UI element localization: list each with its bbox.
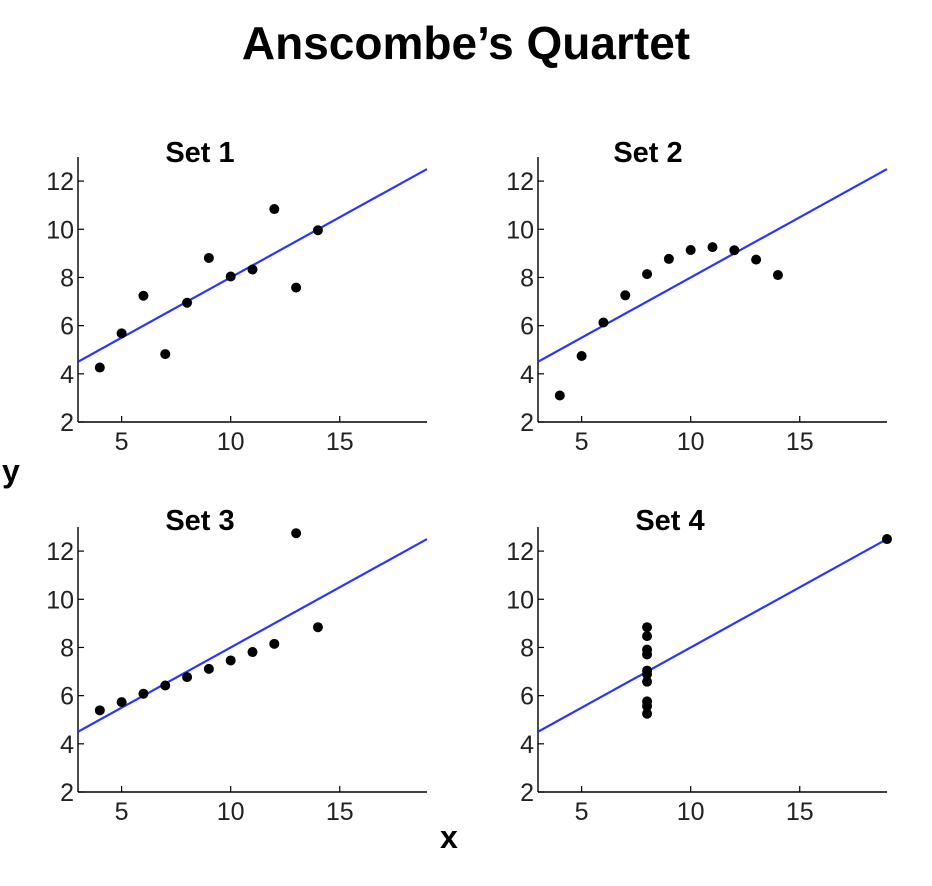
y-tick-label: 4 bbox=[60, 731, 74, 759]
data-point bbox=[225, 655, 236, 666]
data-point bbox=[312, 225, 323, 236]
y-tick-label: 10 bbox=[506, 586, 534, 614]
data-point bbox=[116, 697, 127, 708]
data-point bbox=[247, 647, 258, 658]
y-tick-label: 10 bbox=[46, 586, 74, 614]
data-point bbox=[663, 253, 674, 264]
data-point bbox=[160, 349, 171, 360]
data-point bbox=[94, 362, 105, 373]
x-tick-label: 15 bbox=[786, 798, 814, 826]
panel-title: Set 4 bbox=[635, 505, 704, 537]
data-point bbox=[247, 264, 258, 275]
data-point bbox=[598, 317, 609, 328]
x-tick-label: 15 bbox=[326, 428, 354, 456]
data-point bbox=[642, 631, 653, 642]
fit-line bbox=[538, 538, 888, 733]
x-tick-label: 10 bbox=[217, 798, 245, 826]
panel-title: Set 3 bbox=[165, 505, 234, 537]
y-tick-label: 6 bbox=[60, 313, 74, 341]
data-point bbox=[94, 705, 105, 716]
x-tick-label: 10 bbox=[677, 798, 705, 826]
data-point bbox=[116, 328, 127, 339]
data-point bbox=[685, 244, 696, 255]
data-point bbox=[203, 252, 214, 263]
panel-set-2: Set 2 2 4 6 8 10 12 5 10 15 bbox=[506, 137, 888, 456]
panel-title: Set 2 bbox=[613, 137, 682, 169]
data-point bbox=[729, 245, 740, 256]
data-point bbox=[642, 665, 653, 676]
y-tick-label: 2 bbox=[60, 409, 74, 437]
y-tick-label: 6 bbox=[60, 683, 74, 711]
y-tick-label: 12 bbox=[46, 538, 74, 566]
data-point bbox=[291, 282, 302, 293]
data-point bbox=[182, 297, 193, 308]
y-tick-label: 2 bbox=[520, 779, 534, 807]
y-tick-label: 12 bbox=[46, 168, 74, 196]
data-point bbox=[642, 622, 653, 633]
y-tick-label: 8 bbox=[520, 264, 534, 292]
data-point bbox=[576, 350, 587, 361]
data-point bbox=[642, 708, 653, 719]
x-tick-label: 5 bbox=[115, 798, 129, 826]
chart-title: Anscombe’s Quartet bbox=[241, 17, 691, 69]
y-tick-label: 2 bbox=[520, 409, 534, 437]
data-point bbox=[160, 680, 171, 691]
y-tick-label: 12 bbox=[506, 168, 534, 196]
y-tick-label: 10 bbox=[46, 216, 74, 244]
data-point bbox=[269, 204, 280, 215]
data-point bbox=[203, 663, 214, 674]
y-tick-label: 8 bbox=[60, 264, 74, 292]
data-point bbox=[138, 290, 149, 301]
y-axis-label: y bbox=[2, 453, 20, 489]
x-tick-label: 10 bbox=[217, 428, 245, 456]
panel-title: Set 1 bbox=[165, 137, 234, 169]
x-tick-label: 5 bbox=[115, 428, 129, 456]
y-tick-label: 2 bbox=[60, 779, 74, 807]
x-tick-label: 15 bbox=[786, 428, 814, 456]
data-point bbox=[312, 622, 323, 633]
x-tick-label: 10 bbox=[677, 428, 705, 456]
y-tick-label: 6 bbox=[520, 313, 534, 341]
panel-set-1: Set 1 2 4 6 8 10 12 5 10 15 bbox=[46, 137, 428, 456]
y-tick-label: 12 bbox=[506, 538, 534, 566]
y-tick-label: 8 bbox=[60, 634, 74, 662]
data-point bbox=[620, 290, 631, 301]
data-point bbox=[642, 696, 653, 707]
data-point bbox=[269, 638, 280, 649]
data-point bbox=[751, 254, 762, 265]
data-point bbox=[772, 270, 783, 281]
panel-set-4: Set 4 2 4 6 8 10 12 5 10 15 bbox=[506, 505, 892, 826]
y-tick-label: 8 bbox=[520, 634, 534, 662]
x-axis-label: x bbox=[440, 819, 458, 855]
panel-set-3: Set 3 2 4 6 8 10 12 5 10 15 bbox=[46, 505, 428, 826]
data-point bbox=[642, 676, 653, 687]
fit-line bbox=[78, 538, 428, 733]
y-tick-label: 4 bbox=[520, 361, 534, 389]
data-point bbox=[291, 528, 302, 539]
data-point bbox=[225, 271, 236, 282]
y-tick-label: 4 bbox=[520, 731, 534, 759]
data-point bbox=[882, 534, 892, 545]
data-point bbox=[642, 269, 653, 280]
x-tick-label: 5 bbox=[575, 428, 589, 456]
data-point bbox=[642, 644, 653, 655]
y-tick-label: 6 bbox=[520, 683, 534, 711]
data-point bbox=[554, 390, 565, 401]
data-point bbox=[138, 688, 149, 699]
y-tick-label: 4 bbox=[60, 361, 74, 389]
data-point bbox=[182, 672, 193, 683]
fit-line bbox=[538, 168, 888, 363]
x-tick-label: 15 bbox=[326, 798, 354, 826]
y-tick-label: 10 bbox=[506, 216, 534, 244]
x-tick-label: 5 bbox=[575, 798, 589, 826]
data-point bbox=[707, 242, 718, 253]
